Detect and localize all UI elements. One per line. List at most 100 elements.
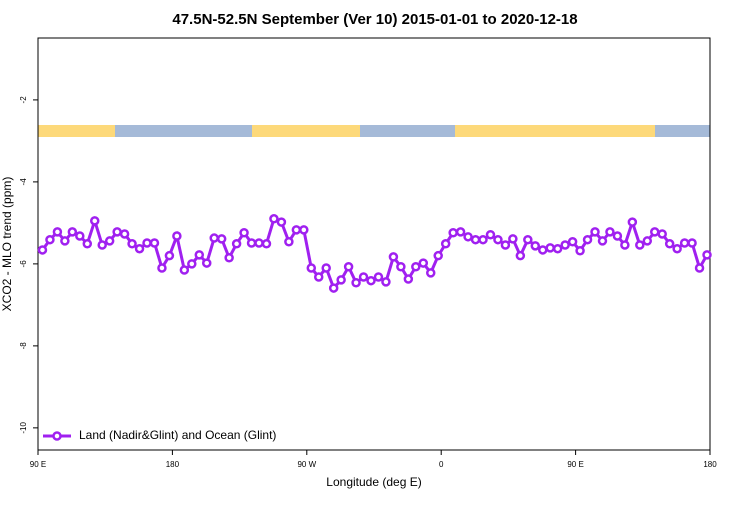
data-point: [82, 239, 93, 249]
y-axis-label: XCO2 - MLO trend (ppm): [0, 177, 14, 312]
data-point: [149, 238, 160, 248]
data-point: [455, 227, 466, 237]
data-point: [500, 240, 511, 250]
land-ocean-band: [38, 125, 710, 137]
data-point: [246, 238, 257, 248]
data-point: [67, 227, 78, 237]
data-point: [187, 259, 197, 269]
y-tick-label: -6: [19, 260, 28, 268]
data-point: [112, 227, 122, 237]
data-point: [440, 239, 451, 249]
x-tick-label: 90 E: [30, 460, 46, 469]
data-point: [657, 229, 667, 239]
data-point: [664, 239, 675, 249]
data-point: [239, 227, 249, 238]
data-point: [261, 239, 272, 249]
data-point: [396, 262, 406, 272]
data-point: [537, 245, 548, 255]
data-point: [582, 234, 593, 245]
data-point: [478, 234, 488, 245]
x-tick-label: 90 E: [567, 460, 583, 469]
data-point: [470, 234, 481, 245]
data-point: [702, 250, 712, 260]
data-point: [381, 277, 391, 287]
data-point: [291, 225, 302, 235]
data-point: [276, 217, 287, 227]
land-band: [455, 125, 655, 137]
data-point: [306, 263, 317, 273]
data-point: [201, 258, 212, 268]
data-point: [545, 243, 555, 253]
chart-title: 47.5N-52.5N September (Ver 10) 2015-01-0…: [172, 11, 577, 28]
data-point: [194, 250, 205, 260]
data-point: [635, 240, 645, 250]
data-point: [134, 243, 145, 254]
data-point: [687, 238, 697, 248]
data-point: [642, 236, 653, 246]
data-point: [649, 227, 660, 237]
land-band: [252, 125, 360, 137]
data-point: [164, 250, 175, 261]
data-point: [694, 263, 705, 273]
data-point: [343, 262, 354, 272]
plot-frame: [37, 37, 711, 451]
data-point: [216, 234, 227, 244]
data-point: [127, 239, 137, 249]
data-point: [590, 227, 600, 237]
data-point: [388, 252, 399, 262]
data-point: [321, 263, 331, 273]
ocean-band: [360, 125, 455, 137]
data-point: [433, 250, 443, 261]
data-point: [328, 283, 339, 293]
data-point: [172, 231, 182, 241]
data-point: [75, 231, 85, 241]
data-point: [620, 240, 630, 250]
data-point: [336, 275, 346, 285]
data-point: [627, 217, 638, 227]
x-tick-label: 180: [166, 460, 180, 469]
data-point: [358, 272, 369, 282]
data-point: [679, 238, 690, 248]
x-tick-label: 0: [439, 460, 444, 469]
x-axis-label: Longitude (deg E): [326, 475, 421, 489]
data-point: [97, 240, 107, 250]
data-point: [463, 232, 473, 242]
data-point: [157, 263, 167, 273]
data-point: [612, 231, 623, 241]
data-point: [52, 227, 63, 237]
data-point: [493, 234, 503, 245]
data-point: [179, 265, 190, 275]
y-tick-label: -2: [19, 96, 28, 104]
data-point: [313, 272, 324, 282]
data-point: [672, 243, 682, 254]
data-point: [366, 275, 376, 286]
y-tick-label: -10: [19, 422, 28, 434]
data-point: [597, 236, 608, 246]
data-point: [269, 214, 279, 224]
data-point: [119, 229, 130, 239]
data-point: [373, 272, 384, 282]
data-point: [104, 236, 115, 246]
data-point: [605, 227, 615, 237]
ocean-band: [655, 125, 710, 137]
land-band: [38, 125, 115, 137]
y-tick-label: -4: [19, 178, 28, 186]
data-point: [254, 238, 264, 248]
data-point: [485, 230, 496, 240]
data-point: [299, 225, 309, 235]
data-point: [284, 236, 294, 247]
data-point: [89, 216, 100, 226]
ocean-band: [115, 125, 252, 137]
data-point: [515, 250, 526, 261]
data-point: [530, 241, 541, 251]
data-point: [411, 262, 421, 272]
x-tick-label: 90 W: [297, 460, 316, 469]
x-tick-label: 180: [703, 460, 717, 469]
data-point: [448, 227, 458, 238]
data-point: [523, 234, 533, 245]
data-point: [552, 243, 563, 254]
data-point: [142, 238, 152, 248]
data-point: [403, 274, 414, 284]
data-point: [231, 239, 242, 249]
